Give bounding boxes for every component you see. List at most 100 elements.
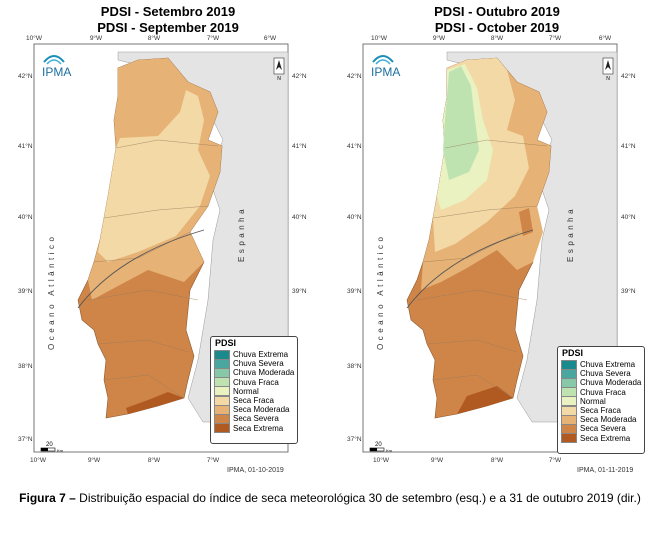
pdsi-map-september: 10°W 9°W 8°W 7°W 6°W 10°W 9°W 8°W 7°W 42…: [18, 34, 307, 464]
lat-tick: 41°N: [18, 142, 33, 150]
lon-tick: 6°W: [599, 34, 612, 42]
legend-swatch: [561, 433, 577, 444]
north-arrow-icon: N: [602, 57, 614, 82]
lat-tick: 40°N: [621, 213, 636, 221]
lat-ticks-left: 42°N 41°N 40°N 39°N 38°N 37°N: [18, 72, 33, 443]
lon-tick: 6°W: [264, 34, 277, 42]
map-credit: IPMA, 01-10-2019: [227, 467, 284, 474]
legend-item: Seca Extrema: [561, 433, 644, 444]
caption-label: Figura 7 –: [19, 491, 76, 505]
legend-title: PDSI: [562, 348, 584, 358]
tagus-river: [77, 229, 205, 309]
lat-ticks-left: 42°N 41°N 40°N 39°N 38°N 37°N: [347, 72, 362, 443]
lon-tick: 7°W: [207, 34, 220, 42]
legend-label: Chuva Moderada: [233, 368, 295, 378]
lat-tick: 41°N: [621, 142, 636, 150]
legend-label: Seca Fraca: [580, 406, 621, 416]
region-chuva-fraca: [443, 66, 479, 180]
legend-swatch: [214, 423, 230, 434]
lon-tick: 8°W: [491, 456, 504, 464]
lon-tick: 9°W: [431, 456, 444, 464]
legend-label: Chuva Severa: [580, 369, 631, 379]
lat-tick: 40°N: [18, 213, 33, 221]
lat-tick: 40°N: [347, 213, 362, 221]
logo-text: IPMA: [371, 65, 400, 79]
region-seca-fraca: [98, 90, 210, 262]
legend-label: Seca Extrema: [580, 433, 631, 443]
lon-tick: 8°W: [491, 34, 504, 42]
map-title-en: PDSI - September 2019: [97, 20, 239, 35]
scale-bar: 20 Km: [369, 442, 393, 453]
logo-arc-icon: [43, 55, 65, 63]
scale-unit: Km: [386, 448, 393, 453]
lon-ticks-top: 10°W 9°W 8°W 7°W 6°W: [26, 34, 277, 42]
map-panel-october: PDSI - Outubro 2019 PDSI - October 2019 …: [337, 0, 657, 478]
legend-label: Chuva Extrema: [233, 350, 289, 360]
legend-label: Chuva Moderada: [580, 378, 642, 388]
legend-label: Chuva Fraca: [233, 377, 279, 387]
legend-item: Seca Extrema: [214, 423, 297, 434]
lon-tick: 9°W: [88, 456, 101, 464]
lat-tick: 39°N: [292, 287, 307, 295]
lon-ticks-top: 10°W 9°W 8°W 7°W 6°W: [371, 34, 612, 42]
legend-label: Chuva Severa: [233, 359, 284, 369]
region-seca-severa-patch: [519, 208, 533, 236]
lat-tick: 38°N: [18, 362, 33, 370]
legend-label: Normal: [233, 386, 259, 396]
ocean-label: Oceano Atlântico: [376, 234, 385, 350]
map-title-pt: PDSI - Outubro 2019: [434, 4, 560, 19]
lat-tick: 42°N: [292, 72, 307, 80]
caption-text: Distribuição espacial do índice de seca …: [75, 491, 641, 505]
lon-tick: 10°W: [26, 34, 43, 42]
district-borders: [87, 139, 219, 399]
lat-tick: 42°N: [347, 72, 362, 80]
lat-tick: 42°N: [18, 72, 33, 80]
lat-tick: 37°N: [347, 435, 362, 443]
map-panel-september: PDSI - Setembro 2019 PDSI - September 20…: [8, 0, 328, 478]
legend-label: Chuva Fraca: [580, 387, 626, 397]
lon-tick: 10°W: [371, 34, 388, 42]
logo-arc-icon: [375, 59, 391, 65]
lat-tick: 41°N: [292, 142, 307, 150]
legend-label: Seca Moderada: [580, 415, 637, 425]
tagus-river: [406, 229, 534, 309]
legend-label: Seca Fraca: [233, 396, 274, 406]
logo-text: IPMA: [42, 65, 71, 79]
legend-label: Seca Severa: [233, 414, 279, 424]
figure-caption: Figura 7 – Distribuição espacial do índi…: [0, 490, 660, 507]
spain-label: Espanha: [237, 206, 246, 262]
legend-rows: Chuva Extrema Chuva Severa Chuva Moderada C…: [558, 359, 644, 444]
legend-label: Seca Extrema: [233, 423, 284, 433]
lon-ticks-bottom: 10°W 9°W 8°W 7°W: [373, 456, 562, 464]
spain-label: Espanha: [566, 206, 575, 262]
ocean-label: Oceano Atlântico: [47, 234, 56, 350]
lat-ticks-right: 42°N 41°N 40°N 39°N: [621, 72, 636, 295]
legend-label: Seca Severa: [580, 424, 626, 434]
lat-ticks-right: 42°N 41°N 40°N 39°N: [292, 72, 307, 295]
north-label: N: [606, 76, 610, 82]
north-label: N: [277, 76, 281, 82]
lat-tick: 39°N: [621, 287, 636, 295]
lat-tick: 39°N: [347, 287, 362, 295]
lon-tick: 7°W: [549, 456, 562, 464]
scale-bar: 20 Km: [40, 442, 64, 453]
legend-label: Normal: [580, 396, 606, 406]
lat-tick: 40°N: [292, 213, 307, 221]
scale-value: 20: [375, 442, 382, 448]
lon-tick: 10°W: [30, 456, 47, 464]
lat-tick: 42°N: [621, 72, 636, 80]
lat-tick: 37°N: [18, 435, 33, 443]
logo-arc-icon: [372, 55, 394, 63]
legend-label: Chuva Extrema: [580, 360, 636, 370]
lat-tick: 39°N: [18, 287, 33, 295]
region-seca-extrema: [126, 392, 184, 414]
lon-ticks-bottom: 10°W 9°W 8°W 7°W: [30, 456, 220, 464]
lat-tick: 38°N: [347, 362, 362, 370]
lon-tick: 8°W: [148, 456, 161, 464]
ipma-logo: IPMA: [371, 55, 400, 79]
legend-title: PDSI: [215, 338, 237, 348]
lon-tick: 10°W: [373, 456, 390, 464]
map-title-en: PDSI - October 2019: [434, 20, 560, 35]
lat-tick: 41°N: [347, 142, 362, 150]
map-title: PDSI - Setembro 2019 PDSI - September 20…: [8, 4, 328, 36]
